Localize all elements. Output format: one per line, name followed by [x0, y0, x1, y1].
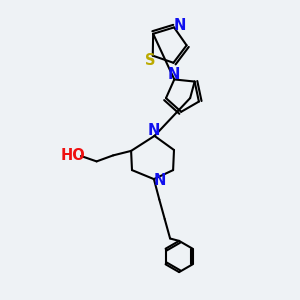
Text: N: N [154, 173, 166, 188]
Text: S: S [145, 53, 155, 68]
Text: N: N [148, 123, 160, 138]
Text: HO: HO [60, 148, 85, 163]
Text: N: N [167, 67, 180, 82]
Text: N: N [174, 18, 186, 33]
